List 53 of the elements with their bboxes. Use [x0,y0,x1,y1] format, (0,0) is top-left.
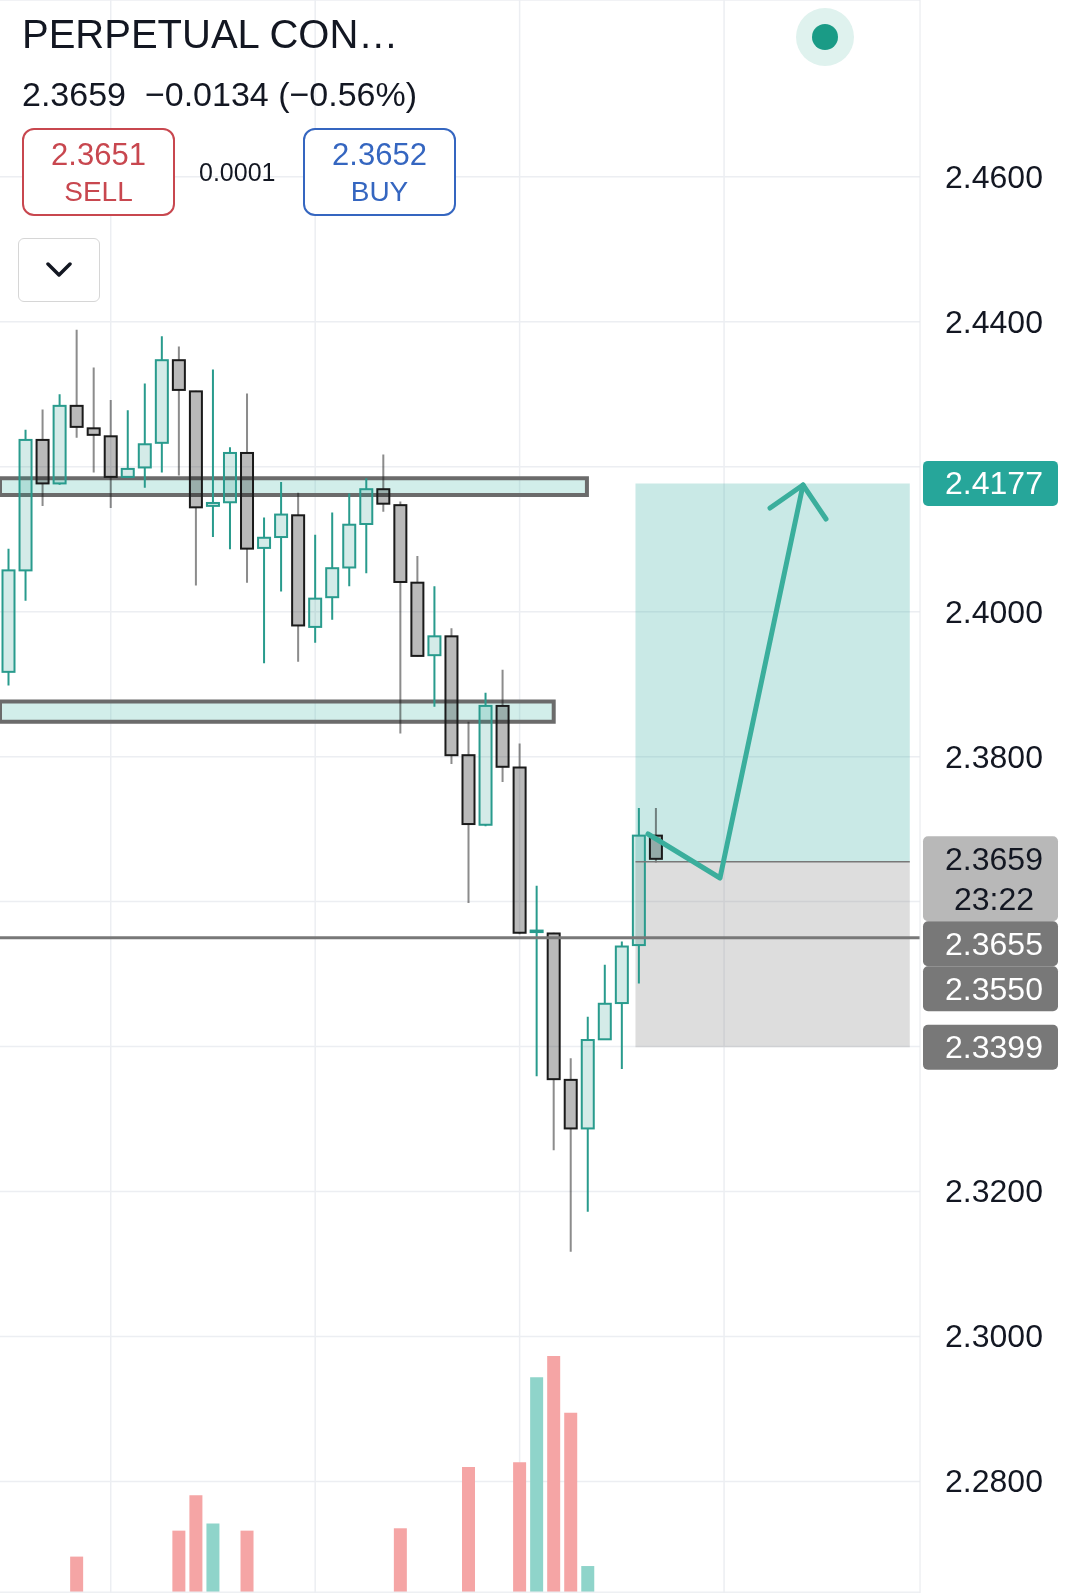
candlestick [444,627,459,765]
candlestick [154,335,169,474]
candlestick [529,884,544,1078]
candlestick [120,409,135,478]
text: 2.3659 23:22 [945,840,1043,917]
candlestick [257,516,272,665]
candlestick [18,428,33,602]
y-tick-label: 2.2800 [945,1463,1043,1500]
candlestick [597,963,612,1041]
annotation: BUY [350,176,409,207]
bar [189,1495,203,1592]
candlestick [205,368,220,539]
y-tick-label: 2.3000 [945,1318,1043,1355]
bar [530,1377,544,1592]
bar [240,1530,254,1592]
candlestick [478,691,493,826]
bar [393,1528,407,1592]
candlestick [1,547,16,687]
candlestick [222,446,237,551]
chart-title: PERPETUAL CON… [22,12,399,56]
band-label: 2.3399 [945,1029,1043,1066]
candlestick [342,492,357,588]
y-tick-label: 2.3800 [945,738,1043,775]
candlestick [308,533,323,644]
bar [462,1466,475,1592]
y-tick-label: 2.4600 [945,158,1043,195]
bar [206,1523,220,1592]
candlestick [274,480,289,593]
y-tick-label: 2.3200 [945,1173,1043,1210]
annotation: 2.3651 [51,137,146,172]
annotation: SELL [64,176,133,207]
ref-line-label: 2.3655 [945,925,1043,962]
candlestick [137,382,152,489]
candlestick [52,393,67,485]
candlestick [580,1015,595,1213]
annotation: 2.3652 [332,137,427,172]
candlestick [614,940,629,1071]
y-tick-label: 2.4400 [945,303,1043,340]
bar [70,1556,84,1592]
bar [547,1356,561,1592]
band-label: 2.4177 [945,465,1043,502]
y-tick-label: 2.4000 [945,593,1043,630]
bar [564,1412,578,1592]
candlestick [325,511,340,621]
annotation: 0.0001 [199,158,276,186]
bar [513,1462,527,1592]
candlestick [631,807,646,985]
bar [581,1566,595,1592]
legend-label: 2.3550 [945,970,1043,1007]
bar [172,1530,186,1592]
candlestick [427,585,442,708]
text: 2.3659 −0.0134 (−0.56%) [22,75,418,113]
candlestick [359,477,374,575]
